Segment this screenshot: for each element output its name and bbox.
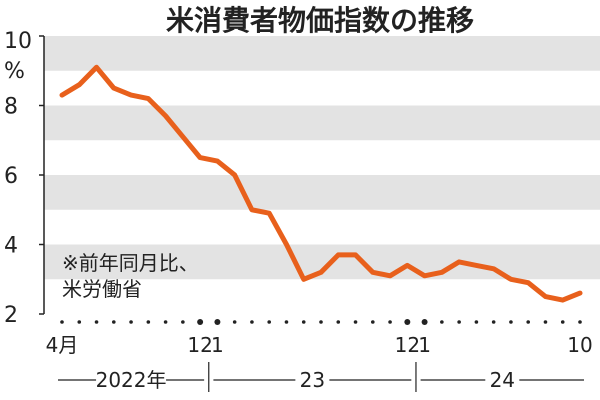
chart-title: 米消費者物価指数の推移 — [166, 4, 474, 37]
month-dot — [301, 320, 306, 324]
month-label: 1 — [211, 333, 224, 357]
month-dot — [457, 320, 461, 324]
month-dots — [60, 319, 582, 325]
month-dot — [578, 320, 582, 324]
month-dot — [543, 320, 548, 324]
month-label: 4月 — [46, 333, 79, 357]
grid-bands — [44, 36, 600, 280]
month-dot — [440, 320, 444, 324]
year-label: 2022年 — [96, 368, 167, 392]
y-tick-label: 8 — [4, 95, 18, 120]
month-dot — [146, 320, 151, 324]
month-dot — [267, 320, 272, 324]
month-label: 12 — [187, 333, 212, 357]
y-axis — [39, 35, 45, 315]
month-labels: 4月 121 121 10 — [46, 333, 593, 357]
month-dot — [560, 320, 565, 324]
month-label: 12 — [395, 333, 420, 357]
month-dot — [353, 320, 358, 324]
month-dot — [509, 320, 513, 324]
month-dot — [232, 320, 237, 324]
month-dot — [474, 320, 479, 324]
month-dot — [319, 320, 323, 324]
month-label: 1 — [418, 333, 431, 357]
year-label: 24 — [490, 368, 515, 392]
y-tick-label: 2 — [4, 303, 18, 328]
month-dot — [197, 319, 204, 325]
month-dot — [250, 320, 254, 324]
month-dot — [112, 320, 116, 324]
month-dot — [284, 320, 289, 324]
month-dot — [181, 320, 185, 324]
y-tick-label: 6 — [4, 164, 18, 189]
series-lines — [59, 64, 583, 303]
year-label: 23 — [300, 368, 325, 392]
source-note: ※前年同月比、米労働省 — [62, 251, 199, 301]
y-tick-labels: 10 8 6 4 2 — [4, 29, 32, 328]
year-labels: 2022年 23 24 — [58, 362, 584, 392]
month-dot — [94, 320, 99, 324]
month-label: 10 — [567, 333, 592, 357]
month-dot — [77, 320, 82, 324]
month-dot — [421, 319, 428, 325]
y-axis-unit: % — [4, 59, 25, 84]
month-dot — [163, 320, 168, 324]
month-dot — [404, 319, 411, 325]
month-dot — [214, 319, 221, 325]
y-tick-label: 10 — [4, 29, 32, 54]
month-dot — [526, 320, 530, 324]
y-tick-label: 4 — [4, 234, 18, 259]
month-dot — [491, 320, 496, 324]
grid-band — [44, 105, 600, 141]
grid-band — [44, 36, 600, 71]
month-dot — [336, 320, 341, 324]
month-dot — [60, 320, 64, 324]
note-line: 米労働省 — [62, 277, 142, 301]
month-dot — [129, 320, 133, 324]
note-line: ※前年同月比、 — [62, 251, 199, 275]
month-dot — [388, 320, 392, 324]
grid-band — [44, 175, 600, 210]
month-dot — [371, 320, 375, 324]
series-line — [59, 64, 583, 303]
